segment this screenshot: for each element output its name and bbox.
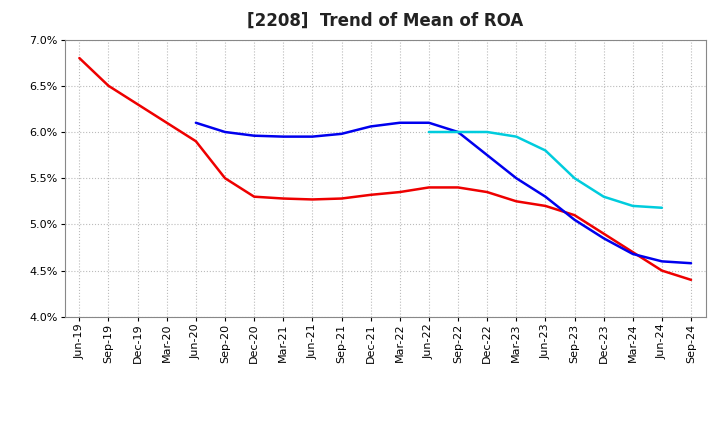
5 Years: [366, 124, 375, 129]
3 Years: [570, 213, 579, 218]
3 Years: [454, 185, 462, 190]
5 Years: [308, 134, 317, 139]
3 Years: [337, 196, 346, 201]
3 Years: [395, 189, 404, 194]
5 Years: [541, 194, 550, 199]
3 Years: [220, 176, 229, 181]
7 Years: [629, 203, 637, 209]
7 Years: [425, 129, 433, 135]
3 Years: [250, 194, 258, 199]
Line: 5 Years: 5 Years: [196, 123, 691, 263]
3 Years: [483, 189, 492, 194]
5 Years: [512, 176, 521, 181]
7 Years: [541, 148, 550, 153]
3 Years: [512, 199, 521, 204]
5 Years: [454, 129, 462, 135]
3 Years: [599, 231, 608, 236]
5 Years: [687, 260, 696, 266]
7 Years: [570, 176, 579, 181]
7 Years: [599, 194, 608, 199]
5 Years: [425, 120, 433, 125]
3 Years: [687, 277, 696, 282]
5 Years: [599, 236, 608, 241]
Line: 3 Years: 3 Years: [79, 58, 691, 280]
3 Years: [192, 139, 200, 144]
3 Years: [425, 185, 433, 190]
5 Years: [570, 217, 579, 222]
5 Years: [629, 251, 637, 257]
5 Years: [657, 259, 666, 264]
3 Years: [541, 203, 550, 209]
5 Years: [192, 120, 200, 125]
3 Years: [366, 192, 375, 198]
5 Years: [395, 120, 404, 125]
3 Years: [657, 268, 666, 273]
3 Years: [308, 197, 317, 202]
7 Years: [512, 134, 521, 139]
7 Years: [657, 205, 666, 210]
3 Years: [104, 83, 113, 88]
5 Years: [337, 131, 346, 136]
Title: [2208]  Trend of Mean of ROA: [2208] Trend of Mean of ROA: [247, 12, 523, 30]
5 Years: [279, 134, 287, 139]
7 Years: [483, 129, 492, 135]
5 Years: [250, 133, 258, 138]
3 Years: [279, 196, 287, 201]
3 Years: [629, 249, 637, 255]
3 Years: [133, 102, 142, 107]
7 Years: [454, 129, 462, 135]
3 Years: [75, 55, 84, 61]
Line: 7 Years: 7 Years: [429, 132, 662, 208]
5 Years: [220, 129, 229, 135]
5 Years: [483, 152, 492, 158]
3 Years: [163, 120, 171, 125]
